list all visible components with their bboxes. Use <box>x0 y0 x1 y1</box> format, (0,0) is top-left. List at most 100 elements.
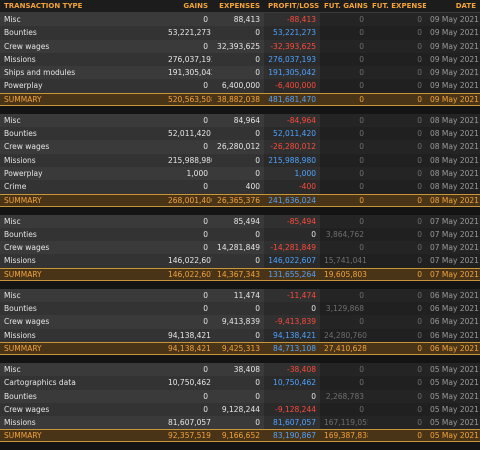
table-row[interactable]: Misc 0 85,494 -85,494 0 0 07 May 2021 <box>0 214 480 228</box>
cell-expenses: 0 <box>212 66 264 80</box>
col-header-date[interactable]: DATE <box>455 2 476 10</box>
cell-gains: 0 <box>164 389 212 403</box>
summary-row[interactable]: SUMMARY 94,138,421 9,425,313 84,713,108 27,4… <box>0 341 480 355</box>
cell-gains: 191,305,042 <box>164 66 212 80</box>
cell-profit-loss: -14,281,849 <box>264 241 320 255</box>
cell-gains: 146,022,607 <box>164 254 212 268</box>
cell-transaction-type: Crew wages <box>0 402 164 417</box>
group-spacer <box>0 105 480 114</box>
col-header-gains[interactable]: GAINS <box>183 2 208 10</box>
cell-transaction-type: Crew wages <box>0 315 164 329</box>
summary-cell-date: 06 May 2021 <box>430 343 479 353</box>
summary-row[interactable]: SUMMARY 268,001,400 26,365,376 241,636,024 0… <box>0 193 480 207</box>
cell-expenses: 9,128,244 <box>212 402 264 417</box>
date-group: Misc 0 11,474 -11,474 0 0 06 May 2021 Bounties 0… <box>0 288 480 355</box>
table-row[interactable]: Bounties 52,011,420 0 52,011,420 0 0 08 May 20… <box>0 127 480 141</box>
cell-fut-expenses: 0 <box>368 416 426 430</box>
cell-fut-gains: 3,864,762 <box>320 227 368 242</box>
cell-fut-gains: 0 <box>320 180 368 194</box>
cell-gains: 0 <box>164 241 212 255</box>
table-row[interactable]: Crew wages 0 32,393,625 -32,393,625 0 0 09 May… <box>0 39 480 53</box>
table-row[interactable]: Powerplay 0 6,400,000 -6,400,000 0 0 09 May 20… <box>0 79 480 93</box>
cell-profit-loss: -85,494 <box>264 214 320 228</box>
table-row[interactable]: Bounties 0 0 0 3,129,868 0 06 May 2021 <box>0 302 480 316</box>
cell-gains: 0 <box>164 140 212 154</box>
cell-fut-expenses: 0 <box>368 315 426 329</box>
summary-cell-date: 08 May 2021 <box>430 195 479 205</box>
cell-date: 05 May 2021 <box>426 389 480 403</box>
cell-transaction-type: Bounties <box>0 389 164 403</box>
cell-gains: 0 <box>164 113 212 128</box>
table-row[interactable]: Crime 0 400 -400 0 0 08 May 2021 <box>0 180 480 194</box>
cell-transaction-type: Bounties <box>0 127 164 141</box>
table-row[interactable]: Bounties 0 0 0 2,268,783 0 05 May 2021 <box>0 389 480 403</box>
summary-cell-date: 09 May 2021 <box>430 94 479 104</box>
cell-transaction-type: Crew wages <box>0 39 164 53</box>
cell-fut-expenses: 0 <box>368 376 426 390</box>
table-row[interactable]: Cartographics data 10,750,462 0 10,750,462 0… <box>0 376 480 390</box>
table-row[interactable]: Missions 215,988,980 0 215,988,980 0 0 08 May … <box>0 153 480 167</box>
cell-gains: 0 <box>164 288 212 303</box>
summary-cell-fut-expenses: 0 <box>417 269 422 279</box>
cell-profit-loss: 10,750,462 <box>264 376 320 390</box>
table-row[interactable]: Ships and modules 191,305,042 0 191,305,042… <box>0 66 480 80</box>
table-row[interactable]: Crew wages 0 9,128,244 -9,128,244 0 0 05 May 2… <box>0 402 480 417</box>
cell-date: 07 May 2021 <box>426 241 480 255</box>
summary-cell-profit-loss: 84,713,108 <box>273 343 316 353</box>
cell-fut-gains: 0 <box>320 39 368 53</box>
cell-fut-gains: 0 <box>320 214 368 228</box>
summary-cell-gains: 94,138,421 <box>168 343 211 353</box>
table-row[interactable]: Crew wages 0 9,413,839 -9,413,839 0 0 06 May 2… <box>0 315 480 329</box>
cell-date: 09 May 2021 <box>426 79 480 93</box>
col-header-transaction-type[interactable]: TRANSACTION TYPE <box>4 2 83 10</box>
table-row[interactable]: Misc 0 84,964 -84,964 0 0 08 May 2021 <box>0 113 480 128</box>
table-row[interactable]: Missions 81,607,057 0 81,607,057 167,119,055… <box>0 416 480 430</box>
table-row[interactable]: Missions 276,037,193 0 276,037,193 0 0 09 May … <box>0 52 480 67</box>
cell-fut-gains: 167,119,055 <box>320 416 368 430</box>
cell-transaction-type: Misc <box>0 288 164 303</box>
table-row[interactable]: Misc 0 38,408 -38,408 0 0 05 May 2021 <box>0 362 480 377</box>
cell-transaction-type: Bounties <box>0 227 164 242</box>
summary-row[interactable]: SUMMARY 146,022,607 14,367,343 131,655,264 1… <box>0 267 480 281</box>
cell-fut-gains: 0 <box>320 241 368 255</box>
table-row[interactable]: Misc 0 11,474 -11,474 0 0 06 May 2021 <box>0 288 480 303</box>
cell-profit-loss: 0 <box>264 302 320 316</box>
col-header-expenses[interactable]: EXPENSES <box>219 2 260 10</box>
table-row[interactable]: Bounties 53,221,273 0 53,221,273 0 0 09 May 20… <box>0 26 480 40</box>
summary-row[interactable]: SUMMARY 520,563,508 38,882,038 481,681,470 0… <box>0 92 480 106</box>
table-row[interactable]: Bounties 0 0 0 3,864,762 0 07 May 2021 <box>0 227 480 242</box>
cell-gains: 53,221,273 <box>164 26 212 40</box>
cell-expenses: 0 <box>212 302 264 316</box>
cell-expenses: 0 <box>212 416 264 430</box>
table-row[interactable]: Crew wages 0 14,281,849 -14,281,849 0 0 07 May… <box>0 241 480 255</box>
col-header-fut-expenses[interactable]: FUT. EXPENSES <box>372 2 426 10</box>
cell-date: 09 May 2021 <box>426 39 480 53</box>
cell-fut-expenses: 0 <box>368 140 426 154</box>
table-row[interactable]: Misc 0 88,413 -88,413 0 0 09 May 2021 <box>0 13 480 27</box>
col-header-fut-gains[interactable]: FUT. GAINS <box>324 2 368 10</box>
cell-fut-gains: 0 <box>320 288 368 303</box>
cell-fut-gains: 0 <box>320 153 368 167</box>
table-row[interactable]: Missions 94,138,421 0 94,138,421 24,280,760 0… <box>0 328 480 342</box>
table-row[interactable]: Missions 146,022,607 0 146,022,607 15,741,04… <box>0 254 480 268</box>
summary-row[interactable]: SUMMARY 92,357,519 9,166,652 83,190,867 169,… <box>0 429 480 443</box>
cell-fut-expenses: 0 <box>368 127 426 141</box>
cell-profit-loss: -26,280,012 <box>264 140 320 154</box>
summary-cell-fut-expenses: 0 <box>417 431 422 441</box>
cell-fut-gains: 0 <box>320 66 368 80</box>
summary-cell-expenses: 9,425,313 <box>221 343 260 353</box>
cell-fut-expenses: 0 <box>368 180 426 194</box>
cell-fut-gains: 0 <box>320 79 368 93</box>
table-row[interactable]: Crew wages 0 26,280,012 -26,280,012 0 0 08 May… <box>0 140 480 154</box>
cell-expenses: 0 <box>212 153 264 167</box>
cell-gains: 0 <box>164 315 212 329</box>
cell-expenses: 85,494 <box>212 214 264 228</box>
col-header-profit-loss[interactable]: PROFIT/LOSS <box>268 2 320 10</box>
cell-expenses: 400 <box>212 180 264 194</box>
cell-date: 09 May 2021 <box>426 52 480 67</box>
cell-expenses: 0 <box>212 254 264 268</box>
cell-expenses: 0 <box>212 52 264 67</box>
cell-date: 05 May 2021 <box>426 416 480 430</box>
table-row[interactable]: Powerplay 1,000 0 1,000 0 0 08 May 2021 <box>0 166 480 181</box>
cell-date: 06 May 2021 <box>426 288 480 303</box>
